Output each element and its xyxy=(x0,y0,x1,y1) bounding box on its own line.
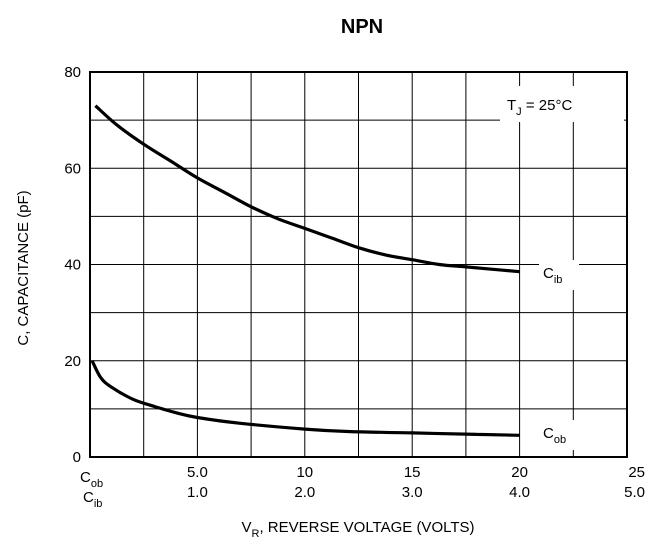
y-tick-label: 20 xyxy=(64,353,81,370)
cob-label-bg xyxy=(539,420,581,450)
x-tick-label: 5.0 xyxy=(187,464,208,481)
cob-series-label: Cob xyxy=(543,425,566,446)
x-tick-label: 10 xyxy=(296,464,313,481)
x-axis-cob-row-label: Cob xyxy=(80,469,103,490)
cib-series-label: Cib xyxy=(543,265,562,286)
chart-title: NPN xyxy=(341,16,383,38)
x-tick-label: 25 xyxy=(628,464,645,481)
x-tick-label: 5.0 xyxy=(624,484,645,501)
series-line-cib xyxy=(94,104,520,274)
x-tick-label: 1.0 xyxy=(187,484,208,501)
x-tick-label: 3.0 xyxy=(402,484,423,501)
y-tick-label: 60 xyxy=(64,160,81,177)
x-axis-cib-row-label: Cib xyxy=(83,489,102,510)
annotation-box xyxy=(500,86,624,122)
x-tick-label: 15 xyxy=(404,464,421,481)
x-tick-label: 2.0 xyxy=(294,484,315,501)
y-tick-label: 80 xyxy=(64,64,81,81)
y-tick-labels: 0 20 40 60 80 xyxy=(64,64,81,466)
cib-label-bg xyxy=(539,260,579,290)
y-tick-label: 40 xyxy=(64,257,81,274)
temperature-annotation: TJ = 25°C xyxy=(507,97,572,118)
y-axis-title: C, CAPACITANCE (pF) xyxy=(15,190,32,345)
plot-frame xyxy=(89,71,628,458)
y-tick-label: 0 xyxy=(73,449,81,466)
x-axis-title: VR, REVERSE VOLTAGE (VOLTS) xyxy=(241,519,474,540)
x-tick-labels: 5.0 10 15 20 25 1.0 2.0 3.0 4.0 5.0 xyxy=(187,464,645,501)
x-tick-label: 20 xyxy=(511,464,528,481)
series-lines xyxy=(90,104,520,437)
x-tick-label: 4.0 xyxy=(509,484,530,501)
series-line-cob xyxy=(90,360,520,437)
